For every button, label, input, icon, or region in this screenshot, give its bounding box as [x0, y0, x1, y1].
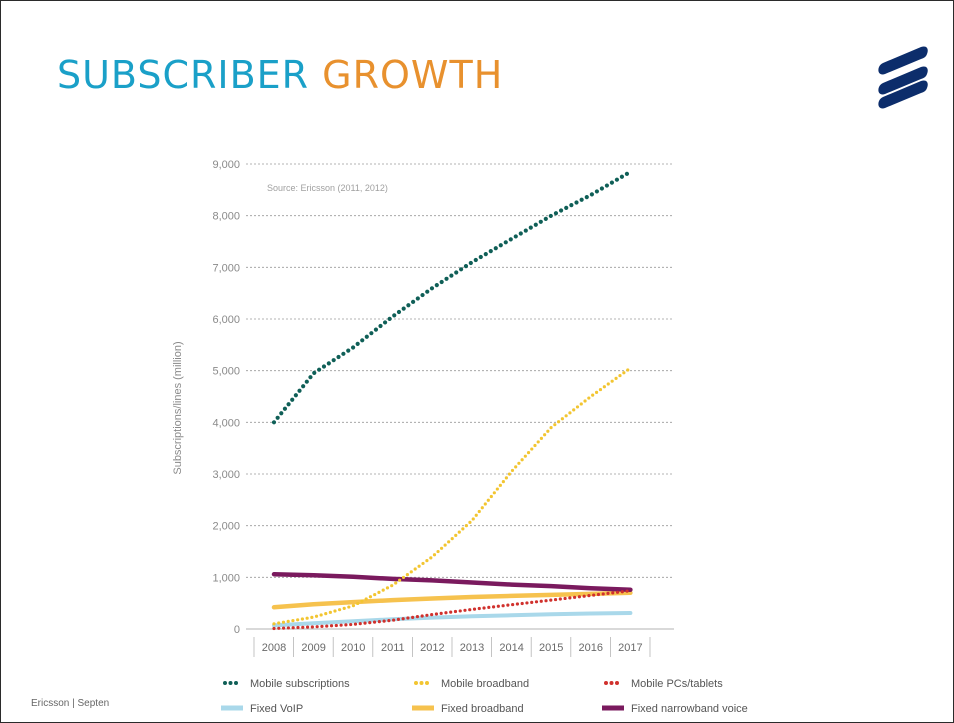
series-line: [271, 571, 633, 592]
footer-text: Ericsson | Septen: [31, 698, 110, 709]
series-line: [272, 589, 632, 631]
y-axis-label: Subscriptions/lines (million): [172, 341, 184, 474]
legend-swatch: [221, 705, 243, 711]
x-tick-label: 2013: [460, 642, 484, 654]
series-line: [272, 366, 632, 626]
legend-swatch: [425, 681, 429, 685]
legend-swatch: [412, 705, 434, 711]
x-tick-label: 2016: [579, 642, 603, 654]
legend-label: Fixed narrowband voice: [631, 703, 748, 715]
y-tick-label: 7,000: [212, 262, 240, 274]
x-tick-label: 2014: [499, 642, 523, 654]
x-tick-label: 2012: [420, 642, 444, 654]
y-tick-label: 6,000: [212, 314, 240, 326]
x-tick-label: 2010: [341, 642, 365, 654]
legend-swatch: [602, 705, 624, 711]
y-tick-label: 0: [234, 624, 240, 636]
series-mobile-pcs-tablets: [272, 589, 632, 631]
slide-title: SUBSCRIBER GROWTH: [57, 53, 503, 97]
series-line: [271, 169, 633, 425]
legend-item: Fixed narrowband voice: [602, 703, 748, 715]
legend-swatch: [615, 681, 619, 685]
y-tick-label: 8,000: [212, 211, 240, 223]
legend-swatch: [414, 681, 418, 685]
series-line: [271, 590, 633, 610]
legend-label: Fixed VoIP: [250, 703, 303, 715]
title-growth: GROWTH: [322, 53, 504, 97]
series-fixed-broadband: [271, 590, 633, 610]
legend-item: Mobile PCs/tablets: [604, 678, 723, 690]
legend-swatch: [609, 681, 614, 685]
series-line: [272, 611, 633, 628]
legend-item: Mobile subscriptions: [223, 678, 350, 690]
source-annotation: Source: Ericsson (2011, 2012): [267, 183, 388, 193]
series-fixed-narrowband-voice: [271, 571, 633, 592]
legend-item: Fixed VoIP: [221, 703, 303, 715]
x-tick-label: 2009: [301, 642, 325, 654]
legend-label: Mobile broadband: [441, 678, 529, 690]
legend-item: Fixed broadband: [412, 703, 524, 715]
x-tick-label: 2008: [262, 642, 286, 654]
legend-swatch: [234, 681, 238, 685]
x-tick-label: 2011: [381, 642, 405, 654]
legend-label: Mobile PCs/tablets: [631, 678, 723, 690]
x-tick-label: 2015: [539, 642, 563, 654]
legend-label: Fixed broadband: [441, 703, 524, 715]
series-fixed-voip: [272, 611, 633, 628]
legend-label: Mobile subscriptions: [250, 678, 350, 690]
legend-swatch: [604, 681, 608, 685]
y-tick-label: 5,000: [212, 366, 240, 378]
legend-swatch: [223, 681, 227, 685]
legend-swatch: [419, 681, 424, 685]
y-tick-label: 3,000: [212, 469, 240, 481]
series-mobile-broadband: [272, 366, 632, 626]
x-tick-label: 2017: [618, 642, 642, 654]
legend-swatch: [228, 681, 233, 685]
y-tick-label: 9,000: [212, 159, 240, 171]
series-mobile-subscriptions: [271, 169, 633, 425]
title-subscriber: SUBSCRIBER: [57, 53, 323, 97]
legend-item: Mobile broadband: [414, 678, 529, 690]
y-tick-label: 1,000: [212, 572, 240, 584]
y-tick-label: 4,000: [212, 417, 240, 429]
y-tick-label: 2,000: [212, 521, 240, 533]
ericsson-logo-icon: [878, 46, 928, 109]
